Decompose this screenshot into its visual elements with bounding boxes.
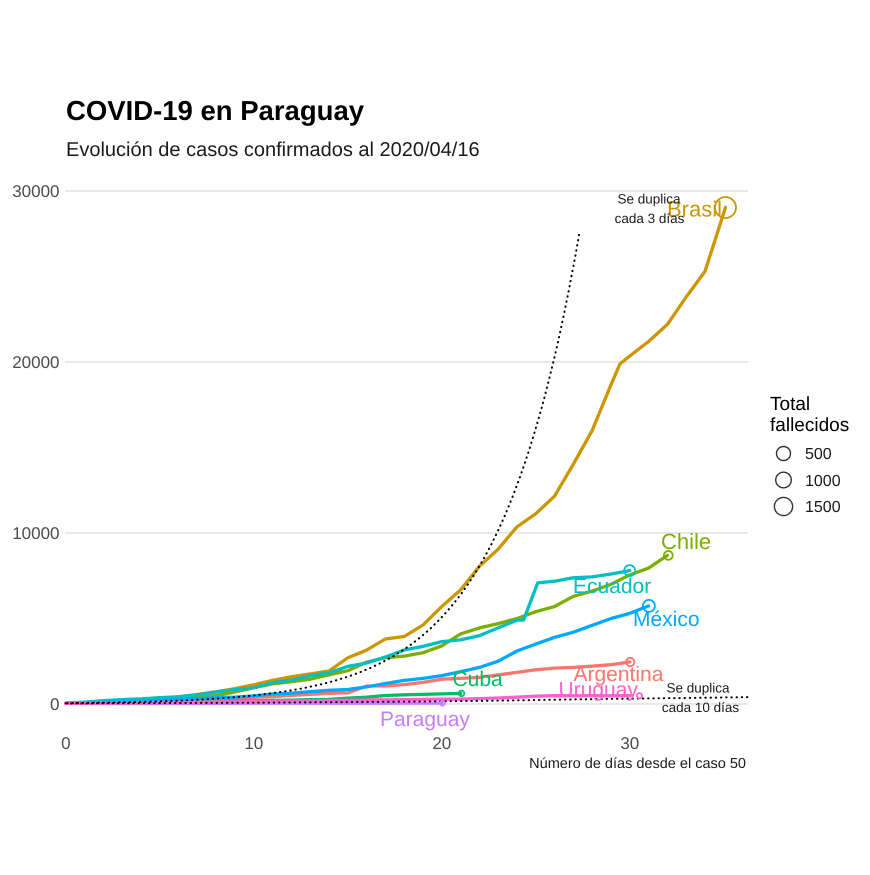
svg-text:Se duplica: Se duplica xyxy=(617,192,681,207)
svg-text:cada 10 días: cada 10 días xyxy=(662,700,740,715)
svg-text:1000: 1000 xyxy=(805,473,841,490)
svg-text:Chile: Chile xyxy=(661,529,711,554)
svg-text:Evolución de casos confirmados: Evolución de casos confirmados al 2020/0… xyxy=(66,139,480,161)
svg-text:20: 20 xyxy=(432,734,451,753)
svg-text:0: 0 xyxy=(61,734,70,753)
svg-text:Paraguay: Paraguay xyxy=(380,708,470,731)
svg-text:fallecidos: fallecidos xyxy=(770,415,849,436)
svg-text:30000: 30000 xyxy=(12,182,59,201)
svg-text:20000: 20000 xyxy=(12,353,59,372)
svg-text:10: 10 xyxy=(244,734,263,753)
svg-text:0: 0 xyxy=(50,695,59,714)
svg-text:30: 30 xyxy=(620,734,639,753)
svg-text:cada 3 días: cada 3 días xyxy=(615,211,685,226)
svg-text:10000: 10000 xyxy=(12,524,59,543)
svg-text:Número de días desde el caso 5: Número de días desde el caso 50 xyxy=(529,756,746,772)
svg-text:Uruguay: Uruguay xyxy=(559,679,639,702)
svg-text:Se duplica: Se duplica xyxy=(666,681,730,696)
svg-text:1500: 1500 xyxy=(805,499,841,516)
svg-text:Brasil: Brasil xyxy=(667,197,722,222)
svg-text:Total: Total xyxy=(770,394,810,415)
svg-text:Argentina: Argentina xyxy=(574,663,664,686)
svg-text:Ecuador: Ecuador xyxy=(573,575,651,598)
svg-text:Cuba: Cuba xyxy=(453,668,504,691)
svg-text:500: 500 xyxy=(805,446,832,463)
svg-text:COVID-19 en Paraguay: COVID-19 en Paraguay xyxy=(66,95,365,126)
svg-text:México: México xyxy=(633,608,700,631)
